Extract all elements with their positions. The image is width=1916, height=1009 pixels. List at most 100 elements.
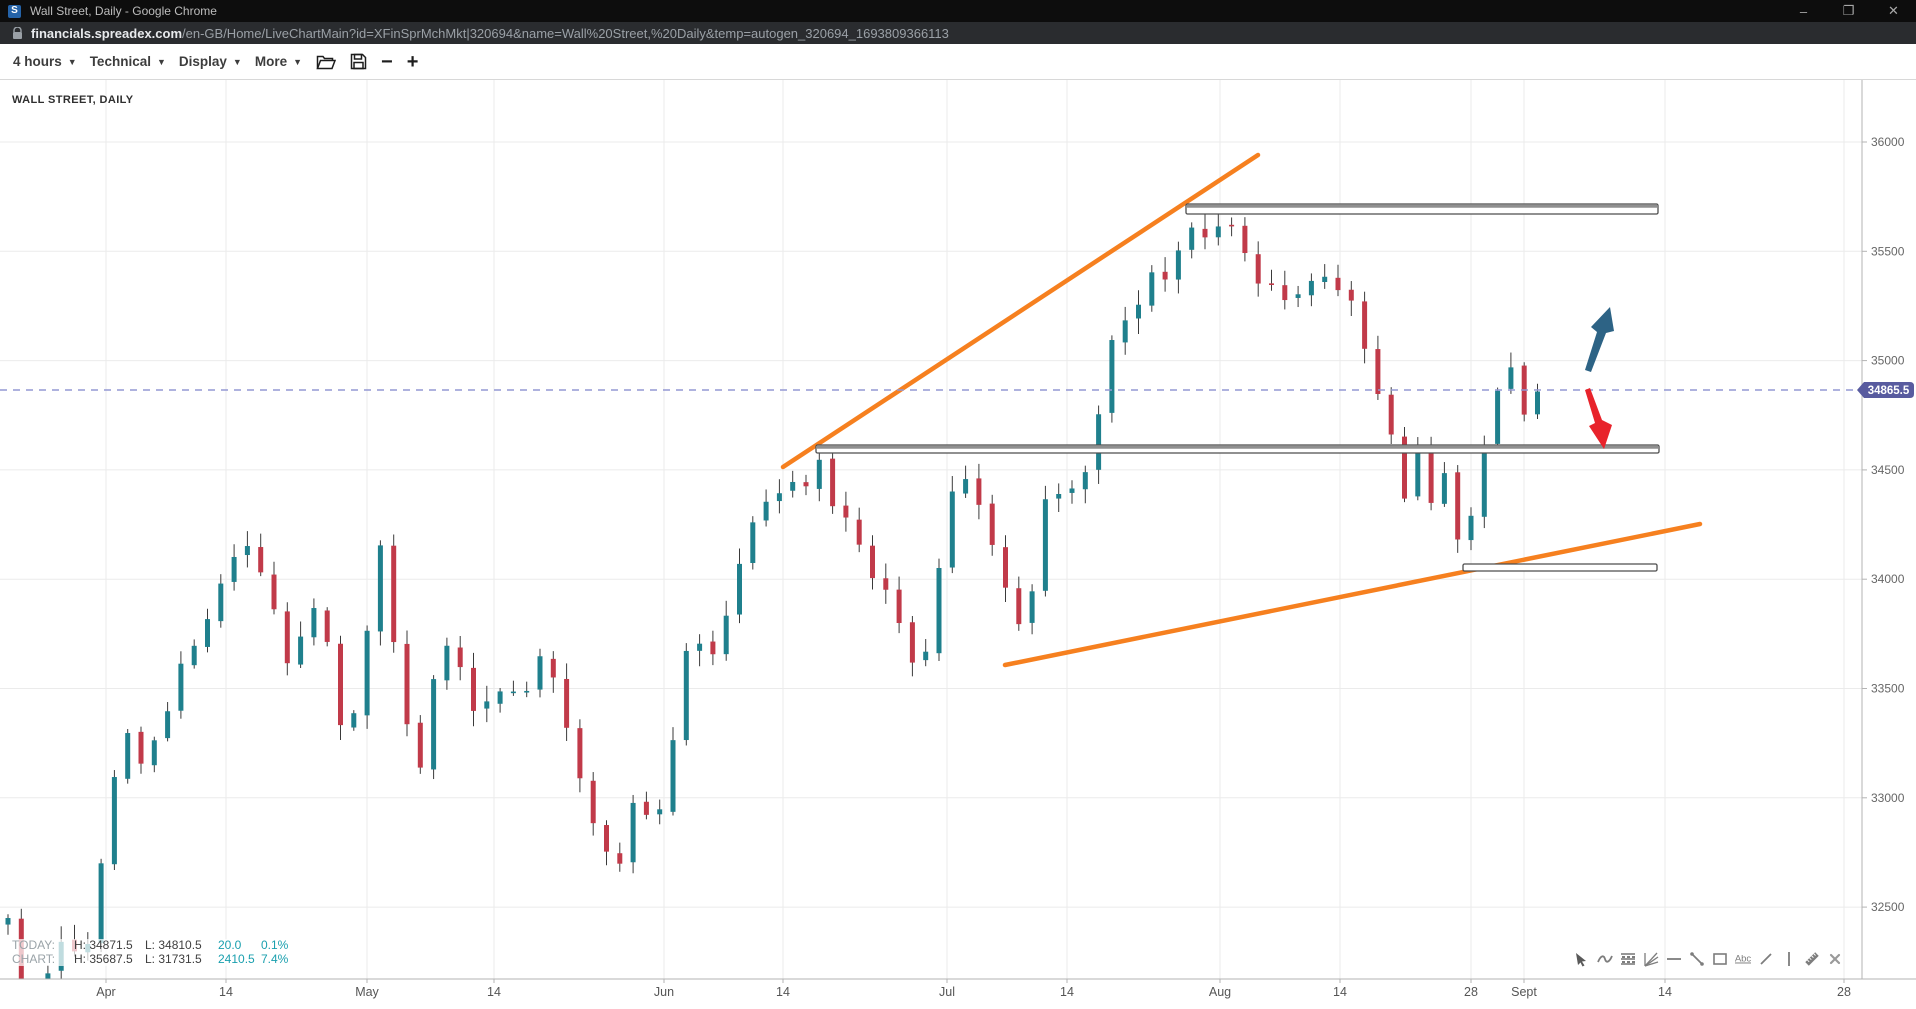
- support-zone-low[interactable]: [1462, 563, 1658, 572]
- x-axis-label: Apr: [96, 985, 115, 999]
- text-icon[interactable]: Abc: [1735, 951, 1751, 967]
- candlestick: [816, 459, 822, 489]
- y-axis-label: 35000: [1871, 354, 1905, 368]
- candlestick: [1042, 499, 1048, 591]
- candlestick: [417, 722, 423, 768]
- candlestick: [776, 493, 782, 502]
- candlestick: [111, 777, 117, 865]
- chart-symbol-label: WALL STREET, DAILY: [12, 94, 134, 106]
- candlestick: [1029, 591, 1035, 623]
- display-dropdown[interactable]: Display ▼: [179, 54, 242, 69]
- candlestick: [1282, 285, 1288, 301]
- close-button[interactable]: ✕: [1888, 3, 1899, 18]
- address-bar[interactable]: financials.spreadex.com/en-GB/Home/LiveC…: [0, 22, 1916, 44]
- rising-trendline-upper[interactable]: [780, 152, 1261, 470]
- x-axis-label: 14: [1658, 985, 1672, 999]
- trend-line-icon[interactable]: [1689, 951, 1705, 967]
- minimize-button[interactable]: –: [1799, 3, 1808, 19]
- candlestick: [617, 853, 623, 864]
- open-folder-icon[interactable]: [316, 54, 337, 70]
- candlestick: [457, 647, 463, 668]
- candlestick: [1402, 436, 1407, 499]
- candlestick: [1109, 340, 1115, 413]
- candlestick: [1375, 349, 1381, 394]
- candlestick: [231, 556, 237, 582]
- technical-label: Technical: [89, 54, 151, 69]
- candlestick: [431, 679, 437, 770]
- candlestick: [284, 611, 290, 664]
- candlestick: [1495, 390, 1501, 444]
- diagonal-line-icon[interactable]: [1758, 951, 1774, 967]
- window-title: Wall Street, Daily - Google Chrome: [30, 4, 217, 18]
- candlestick: [630, 802, 636, 863]
- ruler-icon[interactable]: [1804, 951, 1820, 967]
- url-text[interactable]: financials.spreadex.com/en-GB/Home/LiveC…: [31, 26, 949, 41]
- horizontal-line-icon[interactable]: [1666, 951, 1682, 967]
- url-domain: financials.spreadex.com: [31, 25, 183, 41]
- candlestick: [963, 479, 969, 494]
- chevron-down-icon: ▼: [232, 56, 242, 67]
- candlestick: [909, 622, 915, 663]
- rising-trendline-lower[interactable]: [1002, 521, 1703, 668]
- candlestick: [1335, 277, 1341, 291]
- candlestick: [843, 505, 849, 518]
- zoom-in-icon[interactable]: +: [406, 50, 419, 73]
- candlestick: [590, 780, 596, 824]
- candlestick: [1348, 289, 1354, 301]
- down-arrow[interactable]: [1585, 388, 1612, 449]
- candlestick: [125, 733, 131, 779]
- rectangle-icon[interactable]: [1712, 951, 1728, 967]
- restore-button[interactable]: ❐: [1842, 3, 1855, 18]
- candlestick: [830, 458, 836, 507]
- candlestick: [218, 583, 224, 622]
- candlestick: [351, 713, 357, 728]
- candlestick: [803, 482, 809, 487]
- save-icon[interactable]: [350, 53, 367, 70]
- candlestick: [1175, 250, 1181, 280]
- candlestick: [1269, 283, 1274, 285]
- candlestick: [338, 643, 343, 726]
- candlestick: [444, 645, 450, 681]
- candlestick: [98, 863, 104, 944]
- window-controls: – ❐ ✕: [1781, 0, 1916, 22]
- vertical-line-icon[interactable]: [1781, 951, 1797, 967]
- candlestick: [1056, 494, 1062, 499]
- candlestick: [1428, 449, 1434, 503]
- cursor-icon[interactable]: [1574, 951, 1590, 967]
- timeframe-dropdown[interactable]: 4 hours ▼: [13, 54, 77, 69]
- lock-icon[interactable]: [12, 26, 23, 40]
- technical-dropdown[interactable]: Technical ▼: [90, 54, 166, 69]
- candlestick: [936, 567, 942, 654]
- more-dropdown[interactable]: More ▼: [255, 54, 302, 69]
- candlestick: [391, 545, 397, 643]
- fan-lines-icon[interactable]: [1643, 951, 1659, 967]
- price-chart[interactable]: 36000 35500 35000 34500 34000 33500 33000 32500…: [0, 78, 1916, 1009]
- curve-icon[interactable]: [1597, 951, 1613, 967]
- legend-change-pct: 7.4%: [261, 951, 289, 966]
- x-axis-label: May: [355, 985, 379, 999]
- candlestick: [1481, 446, 1487, 517]
- candlestick: [1308, 280, 1314, 296]
- delete-icon[interactable]: [1827, 951, 1843, 967]
- up-arrow[interactable]: [1585, 307, 1614, 372]
- candlestick: [1441, 473, 1447, 504]
- candlestick: [1255, 254, 1261, 284]
- price-badge-value: 34865.5: [1868, 385, 1910, 397]
- x-axis-label: 28: [1464, 985, 1478, 999]
- grid-icon[interactable]: [1620, 951, 1636, 967]
- candlestick: [471, 667, 476, 711]
- legend-label: TODAY:: [12, 938, 55, 952]
- display-label: Display: [178, 54, 227, 69]
- zoom-out-icon[interactable]: −: [381, 50, 393, 73]
- candlestick: [1535, 391, 1540, 415]
- candlestick: [1388, 394, 1394, 435]
- legend-high: H: 35687.5: [74, 951, 133, 966]
- legend-change-pct: 0.1%: [261, 938, 289, 952]
- candlestick: [1016, 588, 1022, 625]
- candlestick: [484, 701, 490, 709]
- x-axis-label: Sept: [1511, 985, 1537, 999]
- candlestick: [1295, 294, 1301, 298]
- more-label: More: [254, 54, 288, 69]
- candlestick: [1215, 226, 1221, 238]
- candlestick: [883, 578, 889, 590]
